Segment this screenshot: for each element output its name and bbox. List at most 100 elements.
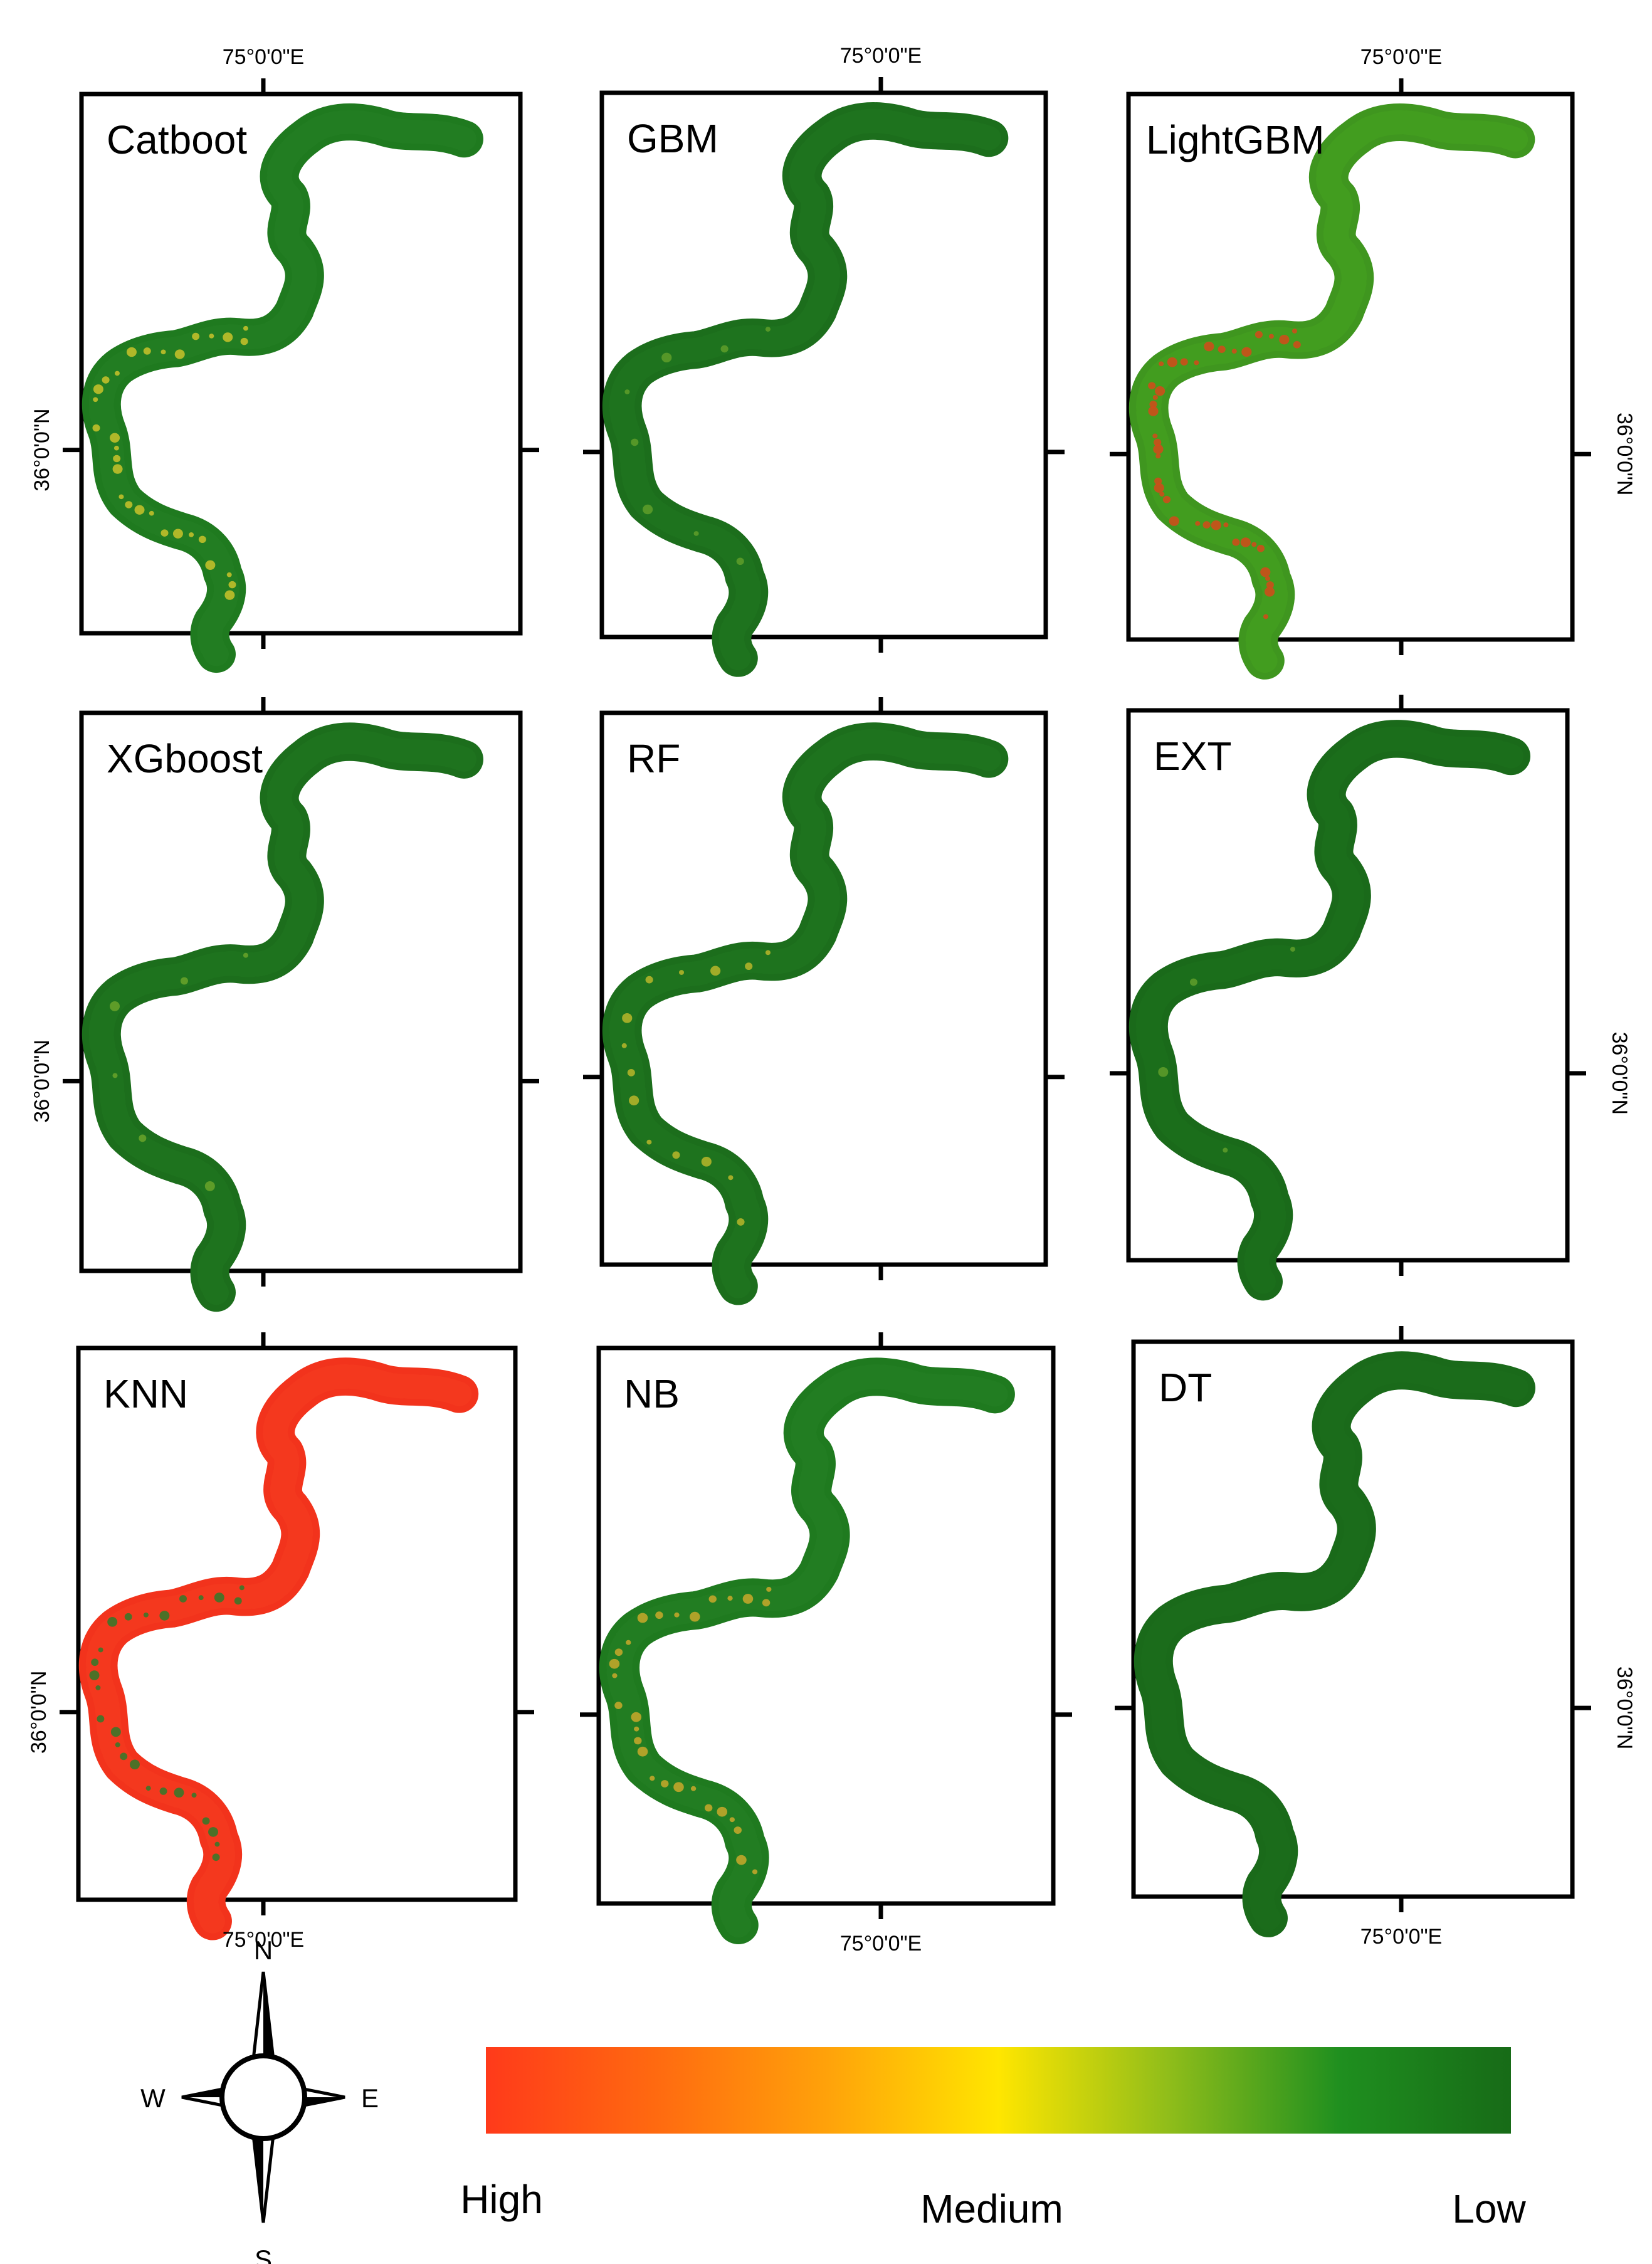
risk-speckle: [208, 1827, 218, 1837]
risk-speckle: [1241, 347, 1252, 357]
risk-speckle: [704, 1804, 713, 1812]
risk-speckle: [124, 1613, 132, 1621]
risk-speckle: [645, 976, 653, 984]
latitude-label-right: 36°0'0"N: [1613, 413, 1636, 495]
legend-medium-label: Medium: [920, 2186, 1063, 2231]
risk-speckle: [97, 1715, 105, 1723]
susceptibility-legend: High Medium Low: [460, 2047, 1526, 2231]
risk-speckle: [174, 1788, 184, 1798]
risk-speckle: [1152, 433, 1158, 439]
river-corridor: [599, 1357, 1015, 1944]
risk-speckle: [92, 424, 100, 432]
risk-speckle: [1180, 358, 1188, 366]
river-corridor: [602, 102, 1009, 677]
risk-speckle: [189, 532, 194, 537]
compass-w-label: W: [140, 2083, 166, 2113]
risk-speckle: [1159, 361, 1164, 367]
risk-speckle: [91, 1658, 99, 1666]
longitude-label-bottom: 75°0'0"E: [840, 1932, 922, 1956]
legend-low-label: Low: [1452, 2186, 1526, 2231]
risk-speckle: [179, 1595, 187, 1603]
longitude-label-top: 75°0'0"E: [1360, 45, 1442, 69]
risk-speckle: [192, 332, 200, 340]
risk-speckle: [209, 334, 214, 339]
risk-speckle: [130, 1759, 140, 1770]
map-title: RF: [627, 736, 680, 781]
river-corridor: [78, 1357, 479, 1940]
risk-speckle: [143, 1612, 149, 1618]
risk-speckle: [1149, 401, 1157, 408]
risk-speckle: [1292, 329, 1297, 334]
risk-speckle: [102, 376, 110, 384]
river-corridor: [1134, 1351, 1535, 1937]
risk-speckle: [1263, 614, 1269, 619]
risk-speckle: [710, 966, 721, 976]
map-panel-gbm: GBM 75°0'0"E: [583, 44, 1065, 677]
risk-speckle: [690, 1611, 700, 1622]
risk-speckle: [110, 1001, 120, 1011]
risk-speckle: [643, 504, 653, 515]
compass-west-shade: [182, 2088, 226, 2097]
risk-speckle: [212, 1853, 220, 1861]
map-title: KNN: [103, 1371, 188, 1416]
north-arrow-compass: N S E W: [140, 1935, 379, 2264]
risk-speckle: [1158, 1067, 1169, 1077]
river-corridor: [82, 103, 483, 673]
legend-high-label: High: [460, 2177, 543, 2222]
river-band-texture: [88, 729, 476, 1305]
risk-speckle: [1152, 395, 1158, 400]
risk-speckle: [1154, 477, 1162, 485]
risk-speckle: [115, 1742, 120, 1747]
risk-speckle: [1265, 576, 1271, 581]
risk-speckle: [609, 1658, 620, 1669]
map-panel-catboot: Catboot 75°0'0"E 36°0'0"N: [30, 45, 539, 673]
risk-speckle: [1240, 537, 1251, 547]
risk-speckle: [614, 1648, 623, 1656]
risk-speckle: [93, 384, 103, 394]
risk-speckle: [728, 1175, 734, 1181]
map-title: XGboost: [107, 736, 263, 781]
risk-speckle: [110, 433, 120, 443]
risk-speckle: [145, 1786, 151, 1791]
risk-speckle: [634, 1737, 642, 1745]
risk-speckle: [1211, 520, 1221, 530]
risk-speckle: [172, 529, 183, 539]
river-corridor: [82, 722, 483, 1312]
latitude-label-right: 36°0'0"N: [1613, 1666, 1636, 1749]
risk-speckle: [1148, 382, 1156, 389]
risk-speckle: [1279, 334, 1290, 345]
risk-speckle: [1218, 345, 1226, 353]
longitude-label-bottom: 75°0'0"E: [1360, 1925, 1442, 1949]
risk-speckle: [240, 337, 248, 345]
risk-speckle: [243, 952, 248, 958]
risk-speckle: [243, 325, 248, 331]
risk-speckle: [125, 501, 133, 508]
risk-speckle: [205, 560, 216, 570]
risk-speckle: [672, 1151, 680, 1159]
risk-speckle: [1251, 542, 1257, 547]
map-panel-rf: RF: [583, 697, 1065, 1305]
risk-speckle: [1189, 978, 1197, 986]
risk-speckle: [1155, 453, 1161, 459]
risk-speckle: [160, 349, 166, 355]
risk-speckle: [226, 572, 232, 577]
river-band-texture: [1135, 110, 1528, 673]
risk-speckle: [627, 1069, 635, 1077]
risk-speckle: [1268, 334, 1274, 339]
risk-speckle: [637, 1613, 648, 1623]
risk-speckle: [113, 445, 119, 451]
river-band-texture: [609, 108, 1002, 671]
compass-north-shade: [263, 1972, 273, 2060]
river-corridor: [602, 722, 1009, 1305]
risk-speckle: [107, 1617, 118, 1627]
risk-speckle: [621, 1043, 627, 1048]
risk-speckle: [114, 371, 120, 376]
risk-speckle: [239, 1585, 245, 1591]
risk-speckle: [612, 1673, 618, 1678]
map-title: Catboot: [107, 117, 247, 162]
risk-speckle: [120, 1752, 128, 1761]
risk-speckle: [1256, 544, 1265, 552]
risk-speckle: [766, 1587, 772, 1592]
risk-speckle: [634, 1726, 639, 1732]
map-panel-lightgbm: LightGBM 75°0'0"E 36°0'0"N: [1110, 45, 1636, 680]
